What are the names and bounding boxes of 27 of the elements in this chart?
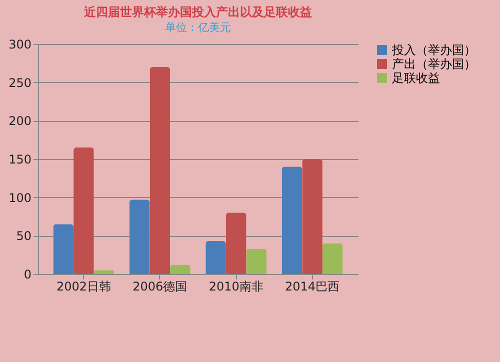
y-tick-label: 100 <box>8 190 32 205</box>
x-tick-label: 2006德国 <box>132 280 188 294</box>
legend-label: 足联收益 <box>392 71 440 85</box>
legend-label: 产出（举办国） <box>392 57 476 71</box>
bar <box>302 159 322 274</box>
bar <box>170 264 190 274</box>
x-tick-label: 2002日韩 <box>56 280 111 294</box>
y-tick-label: 250 <box>8 76 32 90</box>
y-tick-label: 200 <box>8 114 32 128</box>
y-tick-label: 0 <box>24 268 32 282</box>
bar <box>150 67 170 274</box>
y-tick-label: 150 <box>8 152 32 166</box>
bar <box>226 212 246 274</box>
legend-label: 投入（举办国） <box>391 43 476 57</box>
x-tick-label: 2014巴西 <box>285 280 340 294</box>
chart-subtitle: 单位：亿美元 <box>165 21 231 34</box>
bar <box>129 200 150 274</box>
bar <box>282 166 302 274</box>
bar <box>206 241 226 274</box>
y-tick-label: 300 <box>8 38 32 52</box>
bar <box>322 243 343 274</box>
y-tick-label: 50 <box>16 229 32 244</box>
x-tick-label: 2010南非 <box>208 280 264 294</box>
bar <box>53 224 74 274</box>
bar <box>74 148 94 274</box>
bar <box>246 248 267 274</box>
chart-title: 近四届世界杯举办国投入产出以及足联收益 <box>83 5 312 19</box>
